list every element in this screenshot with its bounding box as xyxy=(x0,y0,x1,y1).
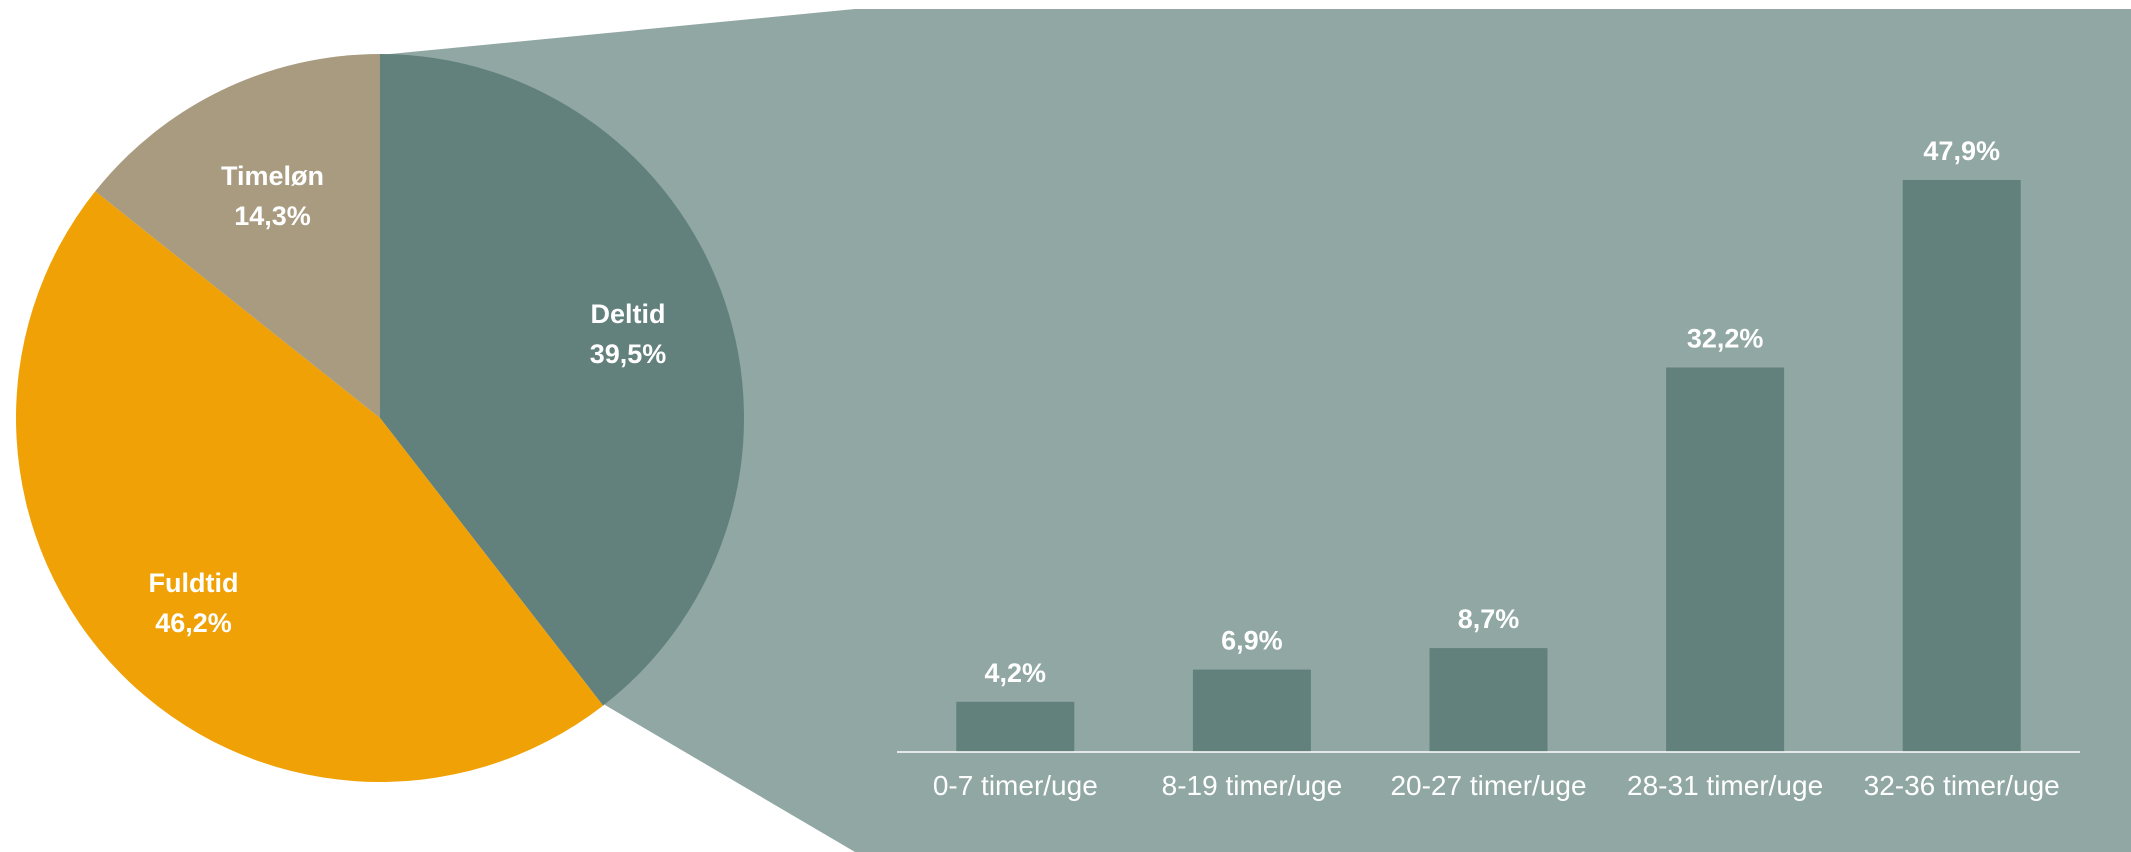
bar-32-36-timer-uge xyxy=(1902,180,2021,752)
pie-value-timeloen: 14,3% xyxy=(234,201,311,231)
pie-label-timeloen: Timeløn xyxy=(221,161,324,191)
bar-value-label: 47,9% xyxy=(1923,136,2000,166)
pie-slice-deltid xyxy=(380,53,745,706)
bar-20-27-timer-uge xyxy=(1429,648,1548,752)
pie-value-fuldtid: 46,2% xyxy=(155,608,232,638)
pie-labels: Deltid 39,5% Fuldtid 46,2% Timeløn 14,3% xyxy=(149,161,667,638)
pie-chart xyxy=(16,53,745,783)
x-tick-label: 20-27 timer/uge xyxy=(1390,770,1586,801)
bar-8-19-timer-uge xyxy=(1192,669,1311,752)
bar-value-label: 4,2% xyxy=(985,658,1047,688)
x-tick-label: 0-7 timer/uge xyxy=(933,770,1098,801)
bar-value-labels: 4,2% 6,9% 8,7% 32,2% 47,9% xyxy=(985,136,2000,688)
x-tick-label: 32-36 timer/uge xyxy=(1864,770,2060,801)
x-tick-label: 8-19 timer/uge xyxy=(1162,770,1343,801)
pie-label-deltid: Deltid xyxy=(590,299,665,329)
bar-chart xyxy=(956,180,2021,752)
bar-value-label: 32,2% xyxy=(1687,324,1764,354)
pie-label-fuldtid: Fuldtid xyxy=(149,568,239,598)
pie-value-deltid: 39,5% xyxy=(590,339,667,369)
pie-slice-timeloen xyxy=(95,54,381,418)
x-tick-label: 28-31 timer/uge xyxy=(1627,770,1823,801)
bar-value-label: 8,7% xyxy=(1458,604,1520,634)
bar-value-label: 6,9% xyxy=(1221,626,1283,656)
bar-28-31-timer-uge xyxy=(1666,367,1785,752)
pie-slice-fuldtid xyxy=(16,191,604,783)
x-axis-tick-labels: 0-7 timer/uge 8-19 timer/uge 20-27 timer/u… xyxy=(933,770,2060,801)
bar-0-7-timer-uge xyxy=(956,701,1075,752)
